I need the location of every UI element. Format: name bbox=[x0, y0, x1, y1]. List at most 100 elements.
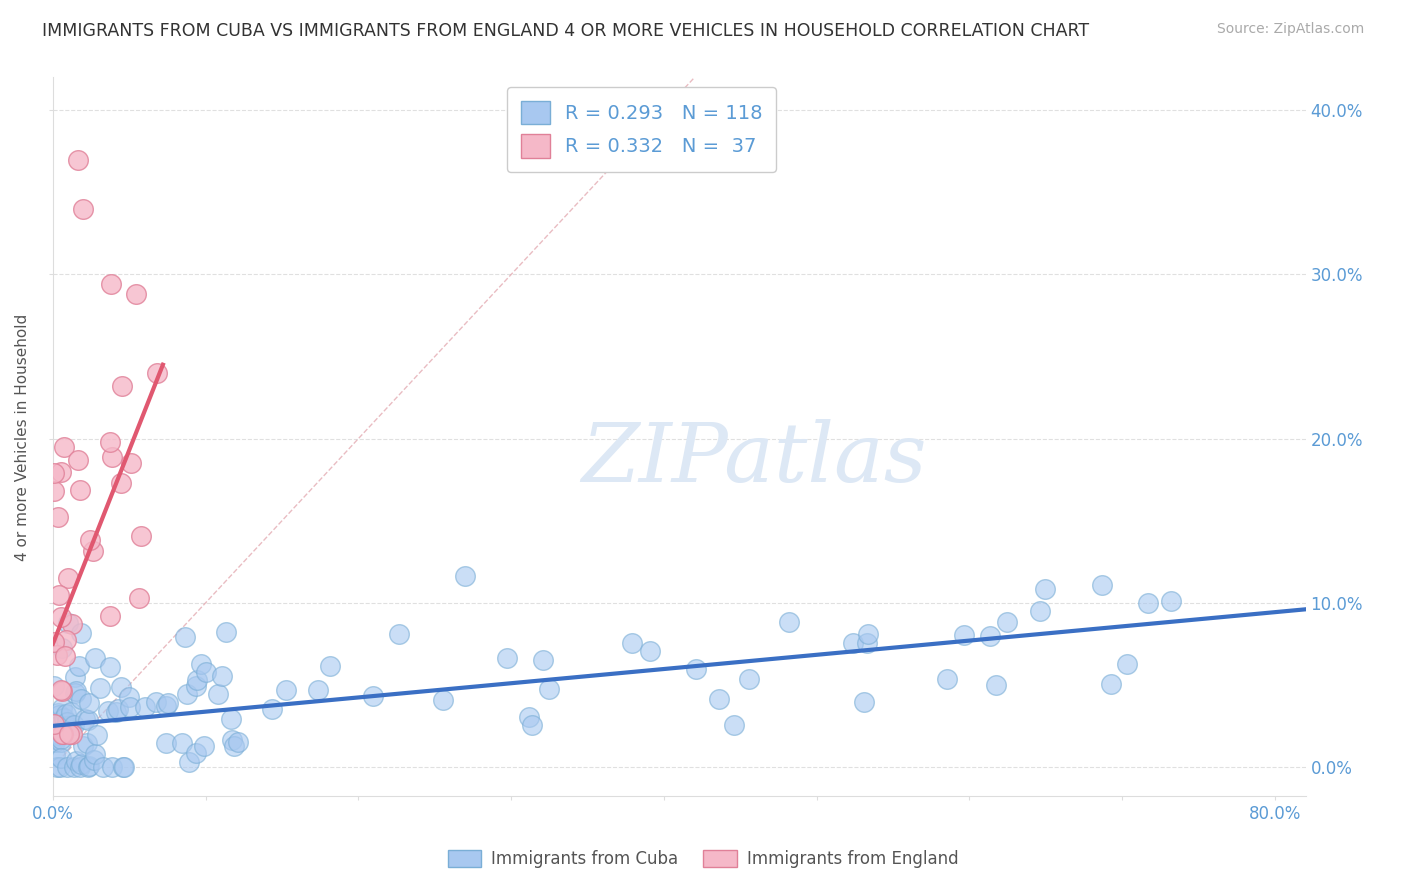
Point bbox=[86, 728, 108, 742]
Point bbox=[59, 705, 82, 719]
Point bbox=[195, 665, 218, 679]
Point bbox=[101, 450, 124, 464]
Point bbox=[91, 760, 114, 774]
Point bbox=[55, 760, 77, 774]
Point bbox=[107, 702, 129, 716]
Point bbox=[48, 588, 70, 602]
Point bbox=[53, 711, 76, 725]
Point bbox=[52, 727, 75, 741]
Point bbox=[48, 728, 70, 742]
Point bbox=[76, 736, 98, 750]
Point bbox=[260, 701, 283, 715]
Point bbox=[49, 735, 72, 749]
Point bbox=[58, 616, 80, 631]
Point bbox=[1137, 596, 1160, 610]
Point bbox=[69, 483, 91, 497]
Point bbox=[685, 662, 707, 676]
Point bbox=[44, 747, 66, 762]
Text: ZIPatlas: ZIPatlas bbox=[582, 418, 927, 499]
Point bbox=[62, 718, 84, 732]
Point bbox=[45, 760, 67, 774]
Point bbox=[53, 648, 76, 663]
Point bbox=[62, 617, 84, 632]
Point bbox=[70, 692, 93, 706]
Point bbox=[65, 754, 87, 768]
Point bbox=[737, 673, 759, 687]
Point bbox=[274, 683, 297, 698]
Point bbox=[62, 760, 84, 774]
Point bbox=[145, 695, 167, 709]
Point bbox=[66, 153, 89, 167]
Point bbox=[51, 610, 73, 624]
Point bbox=[51, 724, 73, 739]
Point bbox=[56, 570, 79, 584]
Point bbox=[67, 658, 90, 673]
Point bbox=[995, 615, 1018, 630]
Point bbox=[55, 632, 77, 647]
Point bbox=[60, 727, 83, 741]
Point bbox=[44, 467, 66, 481]
Point bbox=[51, 640, 73, 655]
Point bbox=[453, 569, 475, 583]
Point bbox=[228, 735, 250, 749]
Point bbox=[44, 732, 66, 747]
Point bbox=[44, 714, 66, 729]
Point bbox=[59, 725, 82, 739]
Point bbox=[63, 670, 86, 684]
Y-axis label: 4 or more Vehicles in Household: 4 or more Vehicles in Household bbox=[15, 313, 30, 560]
Point bbox=[112, 760, 135, 774]
Point bbox=[131, 529, 153, 543]
Point bbox=[517, 710, 540, 724]
Point bbox=[52, 440, 75, 454]
Point bbox=[77, 759, 100, 773]
Point bbox=[77, 696, 100, 710]
Point bbox=[221, 733, 243, 747]
Point bbox=[533, 653, 555, 667]
Point bbox=[852, 694, 875, 708]
Point bbox=[173, 630, 195, 644]
Point bbox=[156, 696, 179, 710]
Point bbox=[55, 721, 77, 735]
Point bbox=[75, 712, 97, 726]
Point bbox=[128, 591, 150, 605]
Point bbox=[83, 753, 105, 767]
Point bbox=[186, 746, 208, 760]
Point bbox=[51, 727, 73, 741]
Point bbox=[110, 681, 132, 695]
Point bbox=[46, 706, 69, 721]
Legend: R = 0.293   N = 118, R = 0.332   N =  37: R = 0.293 N = 118, R = 0.332 N = 37 bbox=[508, 87, 776, 171]
Point bbox=[842, 635, 865, 649]
Point bbox=[44, 634, 66, 648]
Point bbox=[69, 760, 91, 774]
Point bbox=[207, 687, 229, 701]
Point bbox=[84, 651, 107, 665]
Point bbox=[1099, 677, 1122, 691]
Point bbox=[707, 691, 730, 706]
Point bbox=[98, 608, 121, 623]
Point bbox=[125, 286, 148, 301]
Point bbox=[214, 624, 236, 639]
Point bbox=[100, 760, 122, 774]
Point bbox=[432, 693, 454, 707]
Point bbox=[120, 456, 142, 470]
Point bbox=[307, 682, 329, 697]
Point bbox=[77, 713, 100, 727]
Point bbox=[1029, 604, 1052, 618]
Point bbox=[112, 760, 135, 774]
Point bbox=[1160, 593, 1182, 607]
Point bbox=[538, 681, 561, 696]
Point bbox=[44, 679, 66, 693]
Point bbox=[1033, 582, 1056, 596]
Point bbox=[48, 718, 70, 732]
Point bbox=[723, 717, 745, 731]
Point bbox=[176, 687, 198, 701]
Point bbox=[72, 739, 94, 754]
Point bbox=[51, 684, 73, 698]
Point bbox=[98, 434, 121, 449]
Point bbox=[190, 657, 212, 672]
Point bbox=[1116, 657, 1139, 672]
Point bbox=[44, 717, 66, 731]
Point bbox=[219, 712, 242, 726]
Point bbox=[111, 379, 134, 393]
Point bbox=[89, 681, 111, 695]
